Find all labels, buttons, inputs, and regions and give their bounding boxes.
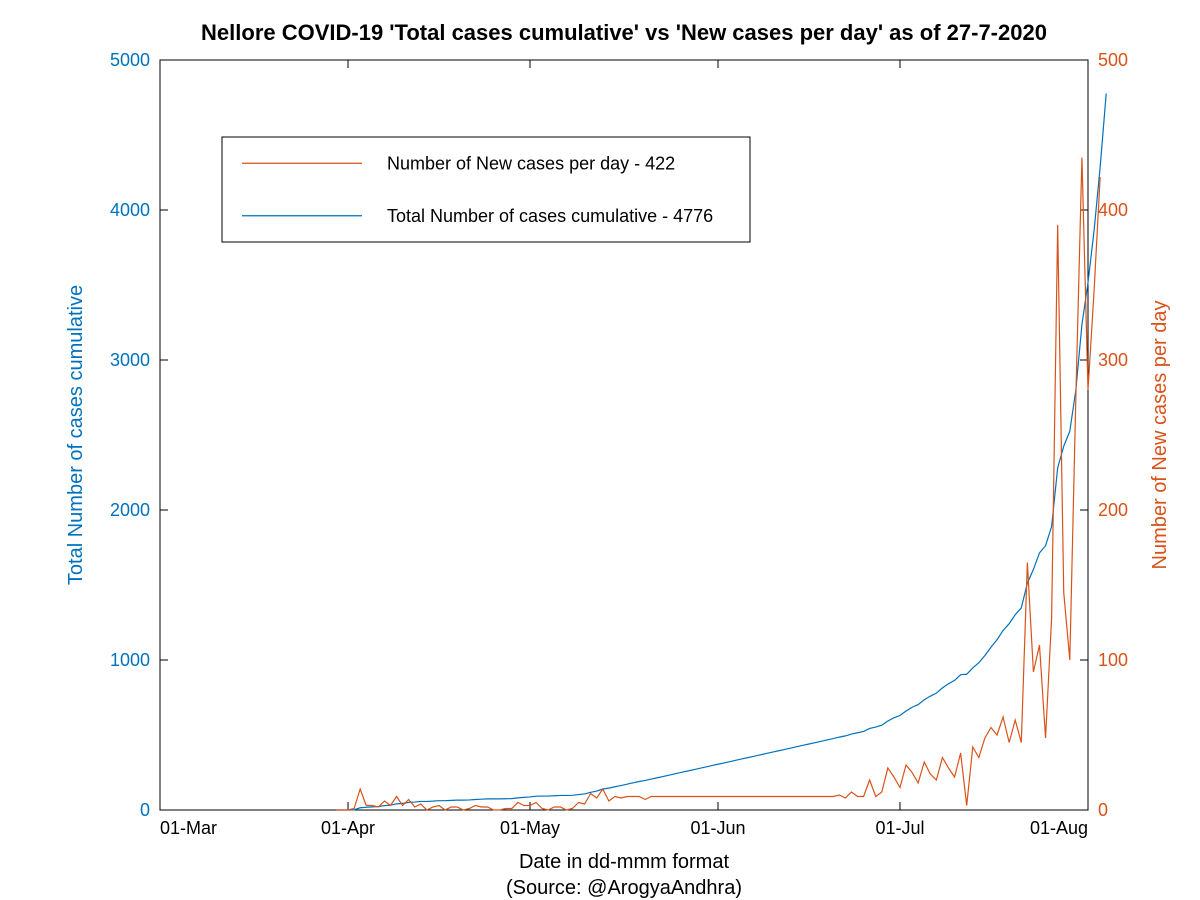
x-tick-label: 01-Aug bbox=[1030, 818, 1088, 838]
y-right-tick-label: 300 bbox=[1098, 350, 1128, 370]
y-left-tick-label: 3000 bbox=[110, 350, 150, 370]
chart-container: 01-Mar 01-Apr 01-May 01-Jun 01-Jul 01-Aug 0 100… bbox=[0, 0, 1200, 900]
y-right-tick-label: 500 bbox=[1098, 50, 1128, 70]
x-tick-label: 01-Jul bbox=[875, 818, 924, 838]
y-left-tick-label: 2000 bbox=[110, 500, 150, 520]
y-left-tick-label: 0 bbox=[140, 800, 150, 820]
y-right-tick-label: 0 bbox=[1098, 800, 1108, 820]
x-axis-label-1: Date in dd-mmm format bbox=[519, 851, 729, 873]
x-tick-label: 01-Mar bbox=[160, 818, 217, 838]
legend-label: Number of New cases per day - 422 bbox=[387, 153, 675, 173]
chart-title: Nellore COVID-19 'Total cases cumulative… bbox=[201, 20, 1047, 45]
y-right-tick-label: 100 bbox=[1098, 650, 1128, 670]
y-right-tick-label: 400 bbox=[1098, 200, 1128, 220]
x-axis-label-2: (Source: @ArogyaAndhra) bbox=[506, 877, 742, 899]
y-left-axis-label: Total Number of cases cumulative bbox=[65, 285, 87, 585]
y-left-tick-label: 1000 bbox=[110, 650, 150, 670]
x-tick-label: 01-May bbox=[500, 818, 560, 838]
x-tick-label: 01-Apr bbox=[321, 818, 375, 838]
y-right-tick-label: 200 bbox=[1098, 500, 1128, 520]
x-tick-label: 01-Jun bbox=[690, 818, 745, 838]
chart-svg: 01-Mar 01-Apr 01-May 01-Jun 01-Jul 01-Aug 0 100… bbox=[0, 0, 1200, 900]
y-left-tick-label: 5000 bbox=[110, 50, 150, 70]
y-left-tick-label: 4000 bbox=[110, 200, 150, 220]
legend-label: Total Number of cases cumulative - 4776 bbox=[387, 206, 713, 226]
y-right-axis-label: Number of New cases per day bbox=[1149, 300, 1171, 569]
